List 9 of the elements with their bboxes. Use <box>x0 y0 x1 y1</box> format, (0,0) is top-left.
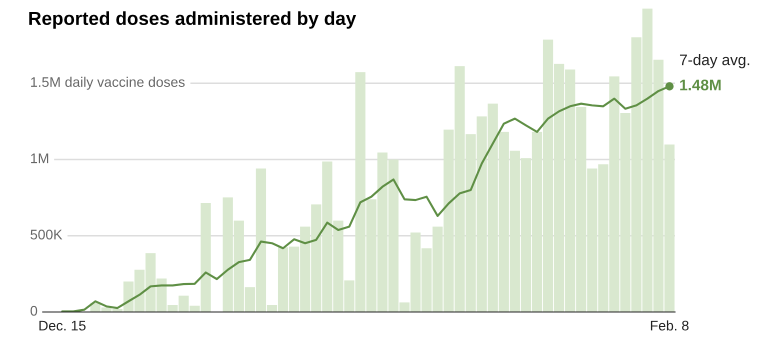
y-tick-label: 1.5M daily vaccine doses <box>31 76 185 90</box>
series-label: 7-day avg. <box>680 54 750 68</box>
y-tick-label: 1M <box>31 154 48 164</box>
y-tick-label: 0 <box>30 306 38 316</box>
x-tick-label: Dec. 15 <box>39 320 86 331</box>
x-tick-label: Feb. 8 <box>650 320 689 331</box>
y-tick-label: 500K <box>30 230 62 240</box>
chart-title: Reported doses administered by day <box>29 11 356 29</box>
data-label: 1.48M <box>680 80 721 90</box>
